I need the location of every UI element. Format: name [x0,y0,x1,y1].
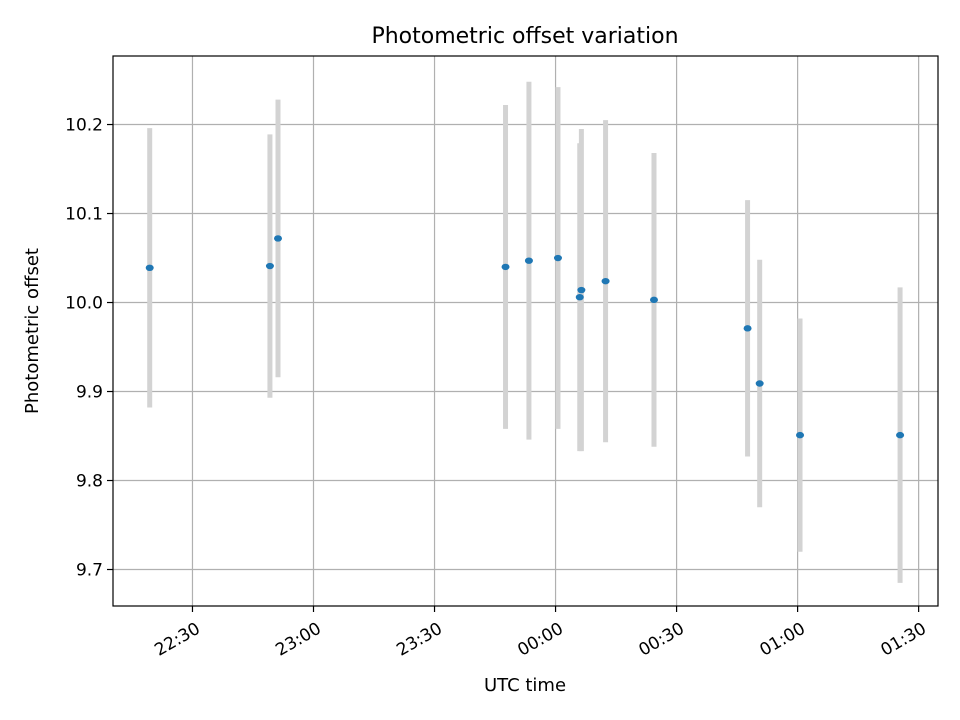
y-tick-label: 9.8 [76,472,103,492]
chart-title: Photometric offset variation [371,24,678,49]
data-point [577,286,586,294]
data-point [145,264,154,272]
data-point [553,254,562,262]
data-point [796,431,805,439]
data-point [274,235,282,242]
data-point [896,431,905,439]
data-point [743,325,752,332]
y-axis: 9.7 9.8 9.9 10.0 10.1 10.2 [65,116,113,581]
data-point [501,263,510,271]
data-point [575,293,584,301]
data-point [755,380,764,387]
data-point [524,257,533,264]
plot-frame [112,55,939,607]
x-axis-label: UTC time [484,675,566,696]
data-point [649,296,658,304]
y-tick-label: 10.2 [65,116,103,136]
y-tick-label: 9.7 [76,561,103,581]
y-axis-label: Photometric offset [22,248,43,414]
data-points [145,235,905,439]
y-tick-label: 10.0 [65,294,103,314]
y-tick-label: 10.1 [65,205,103,225]
data-point [265,262,274,270]
y-tick-label: 9.9 [76,383,103,403]
data-point [601,277,610,285]
